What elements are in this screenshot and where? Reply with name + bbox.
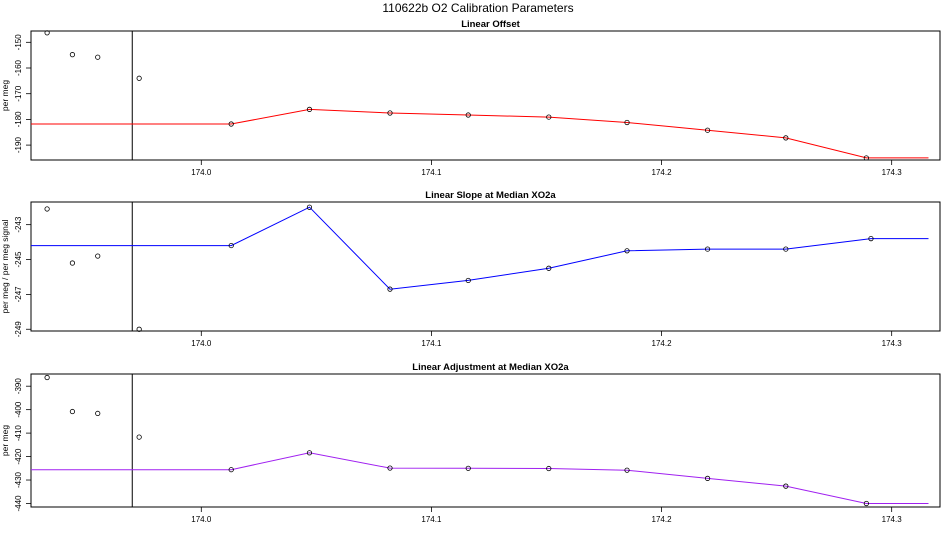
series-line xyxy=(31,206,929,290)
data-point xyxy=(387,286,393,292)
data-point xyxy=(704,127,711,133)
x-tick-label: 174.2 xyxy=(652,515,673,524)
data-point xyxy=(624,467,630,473)
y-tick-label: -430 xyxy=(14,471,23,488)
y-tick-label: -243 xyxy=(14,216,23,233)
x-tick-label: 174.1 xyxy=(421,339,442,348)
outlier-point xyxy=(44,374,50,381)
y-tick-label: -150 xyxy=(14,34,23,51)
data-point xyxy=(704,475,711,481)
outlier-point xyxy=(136,326,142,332)
plot-frame xyxy=(30,201,941,332)
data-point xyxy=(465,277,471,284)
data-point xyxy=(546,114,552,120)
outlier-point xyxy=(44,206,50,212)
x-tick-label: 174.2 xyxy=(652,339,673,348)
data-point xyxy=(624,119,630,126)
data-point xyxy=(783,483,789,489)
y-tick-label: -247 xyxy=(14,286,23,303)
y-tick-label: -245 xyxy=(14,251,23,268)
data-point xyxy=(783,135,789,141)
plot-frame xyxy=(30,30,941,161)
x-tick-label: 174.2 xyxy=(652,168,673,177)
y-tick-label: -170 xyxy=(14,85,23,102)
data-point xyxy=(546,265,552,271)
y-tick-label: -400 xyxy=(14,401,23,418)
y-axis-label: per meg / per meg signal xyxy=(0,219,10,313)
data-point xyxy=(465,465,471,471)
outlier-point xyxy=(69,408,76,415)
chart-panel-1: Linear Offset 174.0 174.1 174.2 174.3 -190 -18… xyxy=(0,19,941,177)
panel-title: Linear Offset xyxy=(461,19,520,30)
panel-title: Linear Slope at Median XO2a xyxy=(425,190,556,201)
outlier-point xyxy=(44,30,50,36)
outlier-point xyxy=(69,260,76,266)
data-point xyxy=(387,465,393,471)
outlier-point xyxy=(95,54,101,60)
y-tick-label: -249 xyxy=(14,321,23,338)
data-point xyxy=(228,121,234,127)
outlier-point xyxy=(69,52,76,58)
outlier-point xyxy=(95,410,101,417)
data-point xyxy=(387,110,393,116)
data-point xyxy=(863,155,869,161)
chart-panel-2: Linear Slope at Median XO2a 174.0 174.1 174… xyxy=(0,190,941,348)
y-tick-label: -180 xyxy=(14,111,23,128)
data-point xyxy=(465,112,471,118)
outlier-point xyxy=(136,75,142,81)
y-tick-label: -410 xyxy=(14,425,23,442)
x-tick-label: 174.3 xyxy=(882,515,903,524)
x-tick-label: 174.1 xyxy=(421,515,442,524)
data-point xyxy=(783,246,789,252)
y-tick-label: -440 xyxy=(14,495,23,512)
y-axis-label: per meg xyxy=(0,425,10,456)
data-point xyxy=(868,236,874,242)
outlier-point xyxy=(136,434,142,440)
outlier-point xyxy=(95,253,101,259)
y-tick-label: -420 xyxy=(14,448,23,465)
data-point xyxy=(228,467,234,473)
data-point xyxy=(624,248,630,254)
data-point xyxy=(228,242,234,249)
data-point xyxy=(546,465,552,472)
y-tick-label: -190 xyxy=(14,137,23,154)
x-tick-label: 174.1 xyxy=(421,168,442,177)
x-tick-label: 174.0 xyxy=(191,339,212,348)
data-point xyxy=(704,246,711,252)
plot-frame xyxy=(30,373,941,508)
chart-panels: Linear Offset 174.0 174.1 174.2 174.3 -190 -18… xyxy=(0,19,941,524)
data-point xyxy=(306,204,313,210)
data-point xyxy=(306,106,313,112)
x-tick-label: 174.0 xyxy=(191,168,212,177)
x-tick-label: 174.3 xyxy=(882,339,903,348)
data-point xyxy=(306,450,313,456)
y-tick-label: -160 xyxy=(14,59,23,76)
series-line xyxy=(31,452,929,504)
y-tick-label: -390 xyxy=(14,378,23,395)
x-tick-label: 174.0 xyxy=(191,515,212,524)
figure-title: 110622b O2 Calibration Parameters xyxy=(382,1,573,15)
y-axis-label: per meg xyxy=(0,80,10,111)
data-point xyxy=(863,500,869,507)
panel-title: Linear Adjustment at Median XO2a xyxy=(412,362,569,373)
series-line xyxy=(31,108,929,159)
chart-panel-3: Linear Adjustment at Median XO2a 174.0 174… xyxy=(0,362,941,524)
x-tick-label: 174.3 xyxy=(882,168,903,177)
